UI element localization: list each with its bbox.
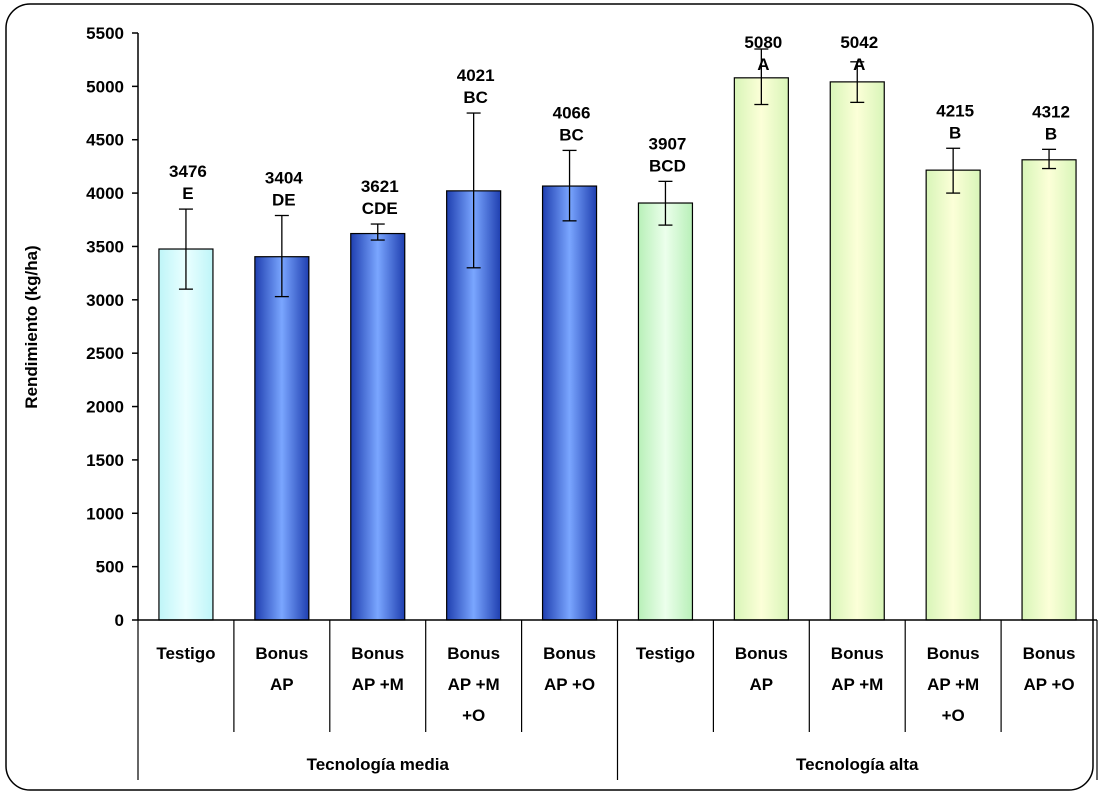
- y-tick-label: 3000: [86, 291, 124, 310]
- y-axis-label: Rendimiento (kg/ha): [22, 245, 41, 408]
- y-tick-label: 500: [96, 558, 124, 577]
- value-label: 3476: [169, 162, 207, 181]
- category-label: Bonus: [255, 644, 308, 663]
- bar: [254, 256, 310, 621]
- value-label: 4021: [457, 66, 495, 85]
- significance-letter: BCD: [649, 156, 686, 175]
- group-label: Tecnología alta: [796, 755, 919, 774]
- category-label: AP: [270, 675, 294, 694]
- y-tick-label: 3500: [86, 237, 124, 256]
- category-label: AP +M: [352, 675, 404, 694]
- bar: [158, 248, 214, 621]
- value-label: 3621: [361, 177, 399, 196]
- category-label: AP +O: [544, 675, 595, 694]
- bar: [829, 81, 885, 621]
- data-labels: 3476 E 3404 DE 3621 CDE 4021 BC 4066 BC 3907 BCD 508…: [169, 33, 1070, 218]
- bar: [541, 185, 598, 621]
- category-label: Testigo: [636, 644, 695, 663]
- category-label: +O: [462, 706, 485, 725]
- category-label: Bonus: [927, 644, 980, 663]
- bar: [350, 232, 406, 621]
- category-label: Bonus: [543, 644, 596, 663]
- bar: [733, 77, 789, 621]
- significance-letter: BC: [463, 88, 488, 107]
- error-bars: [178, 48, 1057, 298]
- y-tick-label: 5000: [86, 77, 124, 96]
- x-axis: Testigo Bonus AP Bonus AP +M Bonus AP +M +O Bonu…: [137, 619, 1098, 780]
- bars: [158, 77, 1077, 621]
- significance-letter: E: [182, 184, 193, 203]
- significance-letter: BC: [559, 125, 584, 144]
- category-label: AP +M: [831, 675, 883, 694]
- bar: [925, 169, 981, 621]
- value-label: 4312: [1032, 102, 1070, 121]
- significance-letter: B: [949, 123, 961, 142]
- y-tick-label: 0: [115, 611, 124, 630]
- category-label: Bonus: [831, 644, 884, 663]
- category-label: AP +M: [927, 675, 979, 694]
- y-tick-label: 1500: [86, 451, 124, 470]
- category-label: Bonus: [735, 644, 788, 663]
- y-axis-ticks: 0 500 1000 1500 2000 2500 3000 3500 4000 4500 5000…: [86, 24, 139, 630]
- significance-letter: A: [853, 55, 865, 74]
- category-label: Bonus: [351, 644, 404, 663]
- category-label: AP +O: [1023, 675, 1074, 694]
- category-label: Bonus: [447, 644, 500, 663]
- bar: [637, 202, 694, 621]
- value-label: 3907: [649, 134, 687, 153]
- value-label: 4215: [936, 101, 974, 120]
- category-label: AP +M: [448, 675, 500, 694]
- y-tick-label: 1000: [86, 504, 124, 523]
- category-label: +O: [942, 706, 965, 725]
- y-tick-label: 4000: [86, 184, 124, 203]
- value-label: 3404: [265, 169, 303, 188]
- category-label: Bonus: [1023, 644, 1076, 663]
- y-tick-label: 5500: [86, 24, 124, 43]
- significance-letter: A: [757, 55, 769, 74]
- y-tick-label: 4500: [86, 131, 124, 150]
- significance-letter: B: [1045, 124, 1057, 143]
- category-label: AP: [750, 675, 774, 694]
- value-label: 5042: [840, 33, 878, 52]
- significance-letter: DE: [272, 191, 296, 210]
- y-tick-label: 2500: [86, 344, 124, 363]
- category-label: Testigo: [156, 644, 215, 663]
- value-label: 4066: [553, 103, 591, 122]
- group-label: Tecnología media: [307, 755, 450, 774]
- value-label: 5080: [744, 33, 782, 52]
- y-tick-label: 2000: [86, 398, 124, 417]
- significance-letter: CDE: [362, 199, 398, 218]
- bar: [1021, 159, 1077, 621]
